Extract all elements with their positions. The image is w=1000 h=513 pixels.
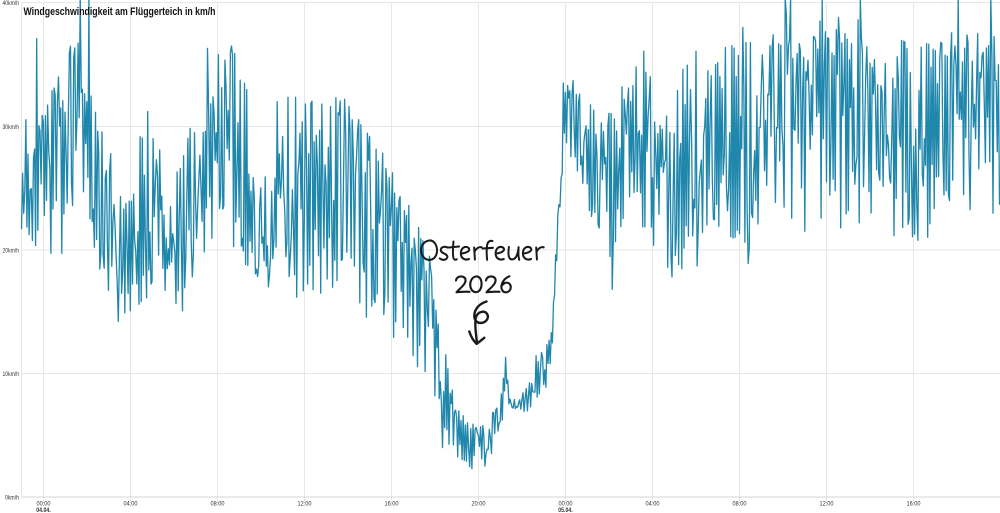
svg-text:16:00: 16:00 — [385, 501, 399, 508]
svg-text:04.04.: 04.04. — [36, 507, 51, 513]
svg-text:04:00: 04:00 — [124, 501, 138, 508]
svg-text:00:00: 00:00 — [37, 501, 51, 508]
svg-text:00:00: 00:00 — [559, 501, 573, 508]
svg-text:04:00: 04:00 — [646, 501, 660, 508]
svg-text:05.04.: 05.04. — [558, 507, 573, 513]
svg-text:12:00: 12:00 — [820, 501, 834, 508]
svg-text:0km/h: 0km/h — [5, 495, 19, 502]
svg-text:12:00: 12:00 — [298, 501, 312, 508]
svg-text:10km/h: 10km/h — [3, 371, 20, 378]
svg-text:08:00: 08:00 — [733, 501, 747, 508]
svg-text:Windgeschwindigkeit am Flügger: Windgeschwindigkeit am Flüggerteich in k… — [24, 6, 216, 18]
svg-text:20km/h: 20km/h — [3, 248, 20, 255]
svg-text:30km/h: 30km/h — [3, 124, 20, 131]
svg-text:20:00: 20:00 — [472, 501, 486, 508]
svg-text:16:00: 16:00 — [907, 501, 921, 508]
svg-text:08:00: 08:00 — [211, 501, 225, 508]
svg-text:40km/h: 40km/h — [3, 0, 20, 7]
